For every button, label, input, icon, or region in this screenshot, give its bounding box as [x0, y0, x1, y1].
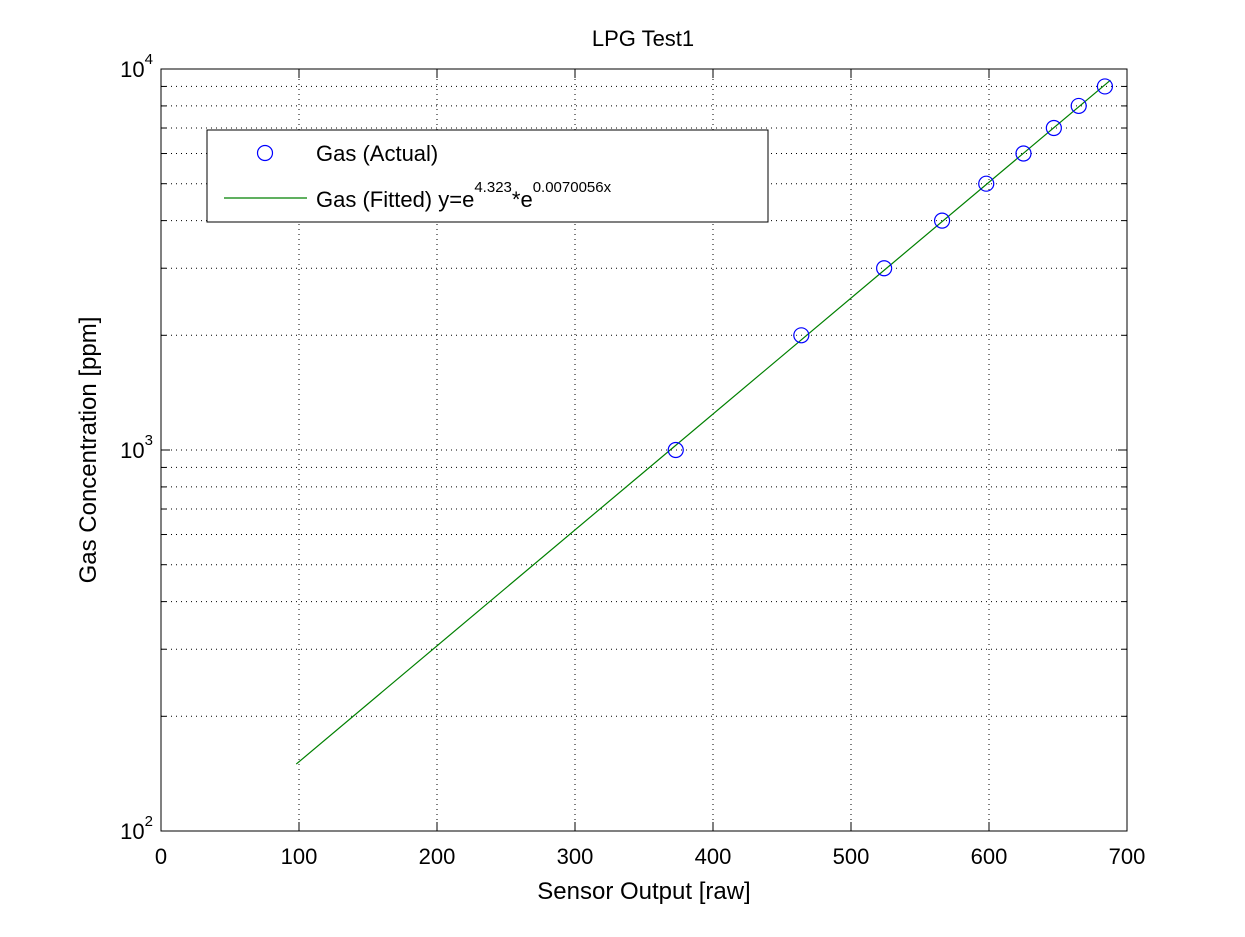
legend-box: [206, 129, 769, 223]
legend-label-actual: Gas (Actual): [316, 141, 438, 166]
y-tick-label: 102: [120, 813, 153, 844]
data-point-actual: [1096, 78, 1114, 95]
series-layer: [295, 78, 1114, 765]
data-point-actual: [1070, 97, 1087, 115]
x-tick-label: 600: [971, 844, 1008, 869]
x-tick-label: 400: [695, 844, 732, 869]
y-tick-exponent: 3: [145, 432, 153, 449]
x-tick-labels: 0 100 200 300 400 500 600 700: [155, 844, 1145, 869]
legend: Gas (Actual) Gas (Fitted) y=e4.323*e0.00…: [206, 129, 769, 223]
y-tick-label: 104: [120, 51, 153, 82]
legend-fitted-mid: *e: [512, 187, 533, 212]
chart-title: LPG Test1: [592, 26, 694, 51]
x-tick-label: 0: [155, 844, 167, 869]
data-point-actual: [1045, 119, 1062, 137]
axes-box: [160, 68, 1128, 832]
data-point-actual: [1015, 145, 1032, 162]
data-point-actual: [667, 441, 684, 459]
data-point-actual: [793, 327, 810, 344]
x-tick-label: 500: [833, 844, 870, 869]
legend-fitted-exp2: 0.0070056x: [533, 179, 612, 196]
legend-marker-actual: [256, 144, 274, 162]
legend-fitted-prefix: Gas (Fitted) y=e: [316, 187, 474, 212]
x-tick-label: 700: [1109, 844, 1146, 869]
data-point-actual: [933, 212, 951, 229]
y-tick-exponent: 4: [145, 51, 153, 68]
legend-label-fitted: Gas (Fitted) y=e4.323*e0.0070056x: [316, 179, 612, 212]
y-tick-label: 103: [120, 432, 153, 463]
data-point-actual: [978, 175, 995, 192]
data-point-actual: [876, 260, 893, 277]
y-tick-base: 10: [120, 57, 144, 82]
y-axis-label: Gas Concentration [ppm]: [75, 317, 102, 584]
x-tick-label: 300: [557, 844, 594, 869]
y-tick-base: 10: [120, 438, 144, 463]
x-axis-label: Sensor Output [raw]: [537, 878, 750, 905]
y-tick-exponent: 2: [145, 813, 153, 830]
y-tick-base: 10: [120, 819, 144, 844]
fitted-line: [295, 79, 1111, 765]
legend-fitted-exp1: 4.323: [474, 179, 512, 196]
x-tick-label: 200: [419, 844, 456, 869]
x-tick-label: 100: [281, 844, 318, 869]
